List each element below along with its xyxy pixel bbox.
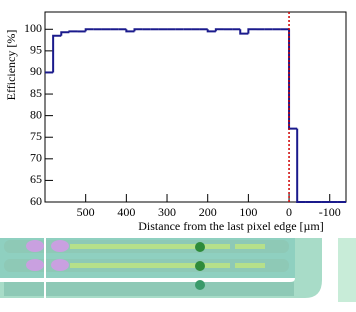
sketch-implant	[235, 263, 265, 268]
y-tick-label: 90	[30, 64, 42, 78]
x-tick-label: -100	[319, 205, 341, 219]
x-tick-label: 100	[239, 205, 257, 219]
histogram-step	[125, 29, 135, 33]
histogram-step	[288, 29, 298, 130]
histogram-step	[239, 29, 249, 35]
y-tick-label: 60	[30, 194, 42, 208]
y-tick-label: 100	[24, 21, 42, 35]
y-tick-label: 65	[30, 172, 42, 186]
y-tick-label: 95	[30, 43, 42, 57]
sketch-bump	[51, 259, 69, 271]
x-axis-label: Distance from the last pixel edge [µm]	[138, 219, 324, 233]
y-tick-label: 80	[30, 107, 42, 121]
sketch-row	[4, 282, 294, 296]
histogram-step	[296, 128, 306, 203]
sketch-dot	[195, 242, 205, 252]
sketch-dot	[195, 280, 205, 290]
y-tick-label: 75	[30, 129, 42, 143]
histogram-step	[60, 31, 70, 36]
pixel-sketch	[0, 236, 356, 302]
histogram-step	[133, 28, 143, 32]
histogram-step	[247, 28, 257, 34]
x-tick-label: 200	[199, 205, 217, 219]
x-tick-label: 400	[117, 205, 135, 219]
sketch-implant	[70, 263, 230, 268]
sketch-bump	[26, 259, 44, 271]
sketch-implant	[235, 244, 265, 249]
sketch-bump	[51, 240, 69, 252]
x-tick-label: 500	[77, 205, 95, 219]
sketch-bump	[26, 240, 44, 252]
sketch-edge	[338, 238, 356, 302]
y-axis-label: Efficiency [%]	[4, 30, 18, 101]
histogram-step	[84, 28, 94, 32]
histogram-step	[206, 29, 216, 33]
y-tick-label: 70	[30, 151, 42, 165]
sketch-dot	[195, 261, 205, 271]
y-tick-label: 85	[30, 86, 42, 100]
sketch-implant	[70, 244, 230, 249]
x-tick-label: 300	[158, 205, 176, 219]
histogram-step	[52, 34, 62, 73]
x-tick-label: 0	[286, 205, 292, 219]
histogram-step	[68, 30, 78, 33]
plot-frame	[44, 11, 347, 203]
histogram-step	[214, 28, 224, 32]
